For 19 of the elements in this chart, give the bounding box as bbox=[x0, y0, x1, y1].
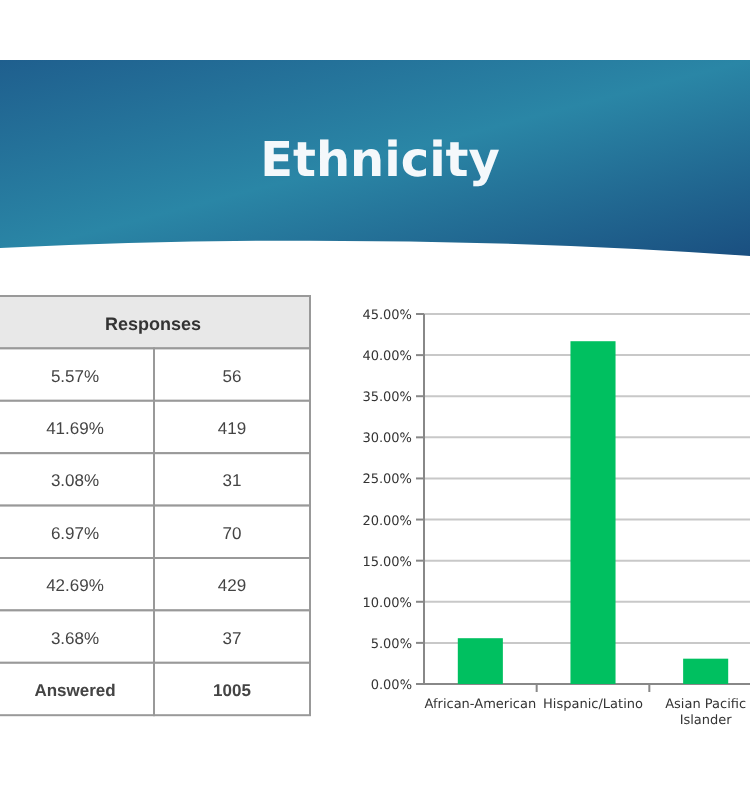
text: 1005 bbox=[213, 680, 252, 700]
bar bbox=[683, 658, 729, 684]
text: 37 bbox=[222, 627, 242, 648]
text: 3.68% bbox=[50, 627, 100, 648]
text: 42.69% bbox=[46, 575, 105, 596]
text: 5.57% bbox=[50, 365, 100, 386]
text: Answered bbox=[34, 680, 116, 700]
text: 56 bbox=[222, 365, 242, 386]
text: 41.69% bbox=[46, 418, 105, 438]
chart-title: Ethnicity bbox=[260, 132, 501, 188]
text: 3.08% bbox=[50, 470, 100, 491]
text: 70 bbox=[222, 522, 242, 543]
bar bbox=[570, 341, 616, 684]
text: Responses bbox=[104, 314, 202, 335]
text: 429 bbox=[217, 575, 247, 596]
text: 6.97% bbox=[50, 522, 100, 543]
bar bbox=[457, 638, 503, 684]
text: 419 bbox=[217, 418, 247, 438]
text: 31 bbox=[222, 470, 242, 491]
